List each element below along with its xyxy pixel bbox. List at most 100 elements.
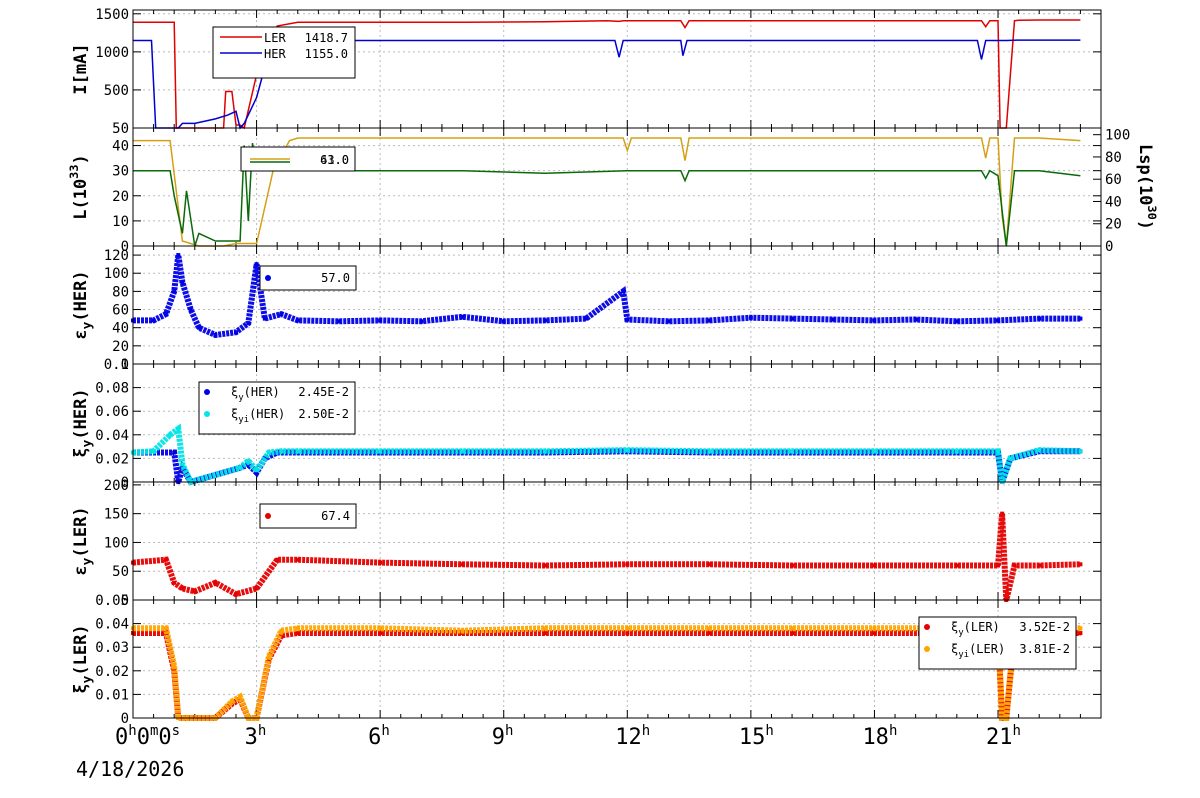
ylabel-xi_her: ξy(HER) — [71, 388, 95, 457]
data-point — [625, 317, 630, 322]
ytick-label: 50 — [112, 564, 129, 580]
legend-value: 57.0 — [321, 271, 350, 285]
data-point — [621, 289, 626, 294]
data-point — [295, 626, 300, 631]
data-point — [180, 280, 185, 285]
data-point — [707, 318, 712, 323]
legend-value: 2.50E-2 — [298, 407, 349, 421]
data-point — [254, 586, 259, 591]
data-point — [625, 626, 630, 631]
ytick-label: 0.02 — [95, 451, 129, 467]
series-band-ξy(HER) — [133, 448, 1081, 486]
ytick-label: 20 — [112, 339, 129, 355]
data-point — [707, 631, 712, 636]
data-point — [1078, 316, 1083, 321]
data-point — [460, 449, 465, 454]
data-point — [542, 318, 547, 323]
data-point — [262, 316, 267, 321]
legend-value: 3.52E-2 — [1019, 620, 1070, 634]
data-point — [151, 449, 156, 454]
data-point — [1078, 449, 1083, 454]
data-point — [246, 321, 251, 326]
legend-swatch — [924, 624, 930, 630]
ytick-label: 1500 — [95, 7, 129, 23]
ytick-label: 0.01 — [95, 687, 129, 703]
panel-luminosity: 0 10 20 30 40 L(1033) 0 20 40 60 80 100 Lsp(1030) 63.… — [67, 127, 1159, 255]
data-point — [176, 253, 181, 258]
ytick-label: 0.06 — [95, 404, 129, 420]
date-label: 4/18/2026 — [76, 757, 184, 781]
y2tick-label: 20 — [1105, 217, 1122, 233]
ytick-label: 50 — [112, 121, 129, 137]
data-point — [279, 449, 284, 454]
data-point — [196, 325, 201, 330]
ylabel-emit_her: εy(HER) — [71, 270, 95, 339]
data-point — [151, 318, 156, 323]
data-point — [872, 631, 877, 636]
data-point — [1078, 626, 1083, 631]
data-point — [279, 312, 284, 317]
legend-value: 2.45E-2 — [298, 385, 349, 399]
legend-box — [259, 503, 357, 529]
legend-swatch — [265, 513, 271, 519]
data-point — [238, 694, 243, 699]
ytick-label: 150 — [104, 507, 129, 523]
legend-swatch — [924, 646, 930, 652]
data-point — [790, 631, 795, 636]
data-point — [295, 631, 300, 636]
xtick-label: 0h0m0s — [115, 723, 180, 750]
data-point — [790, 316, 795, 321]
ylabel-xi_ler-text: ξy(LER) — [71, 624, 95, 693]
legend-value: 41.0 — [320, 153, 349, 167]
data-point — [1078, 631, 1083, 636]
ylabel-current-text: I[mA] — [71, 43, 91, 94]
ytick-label: 0.02 — [95, 664, 129, 680]
data-point — [378, 449, 383, 454]
data-point — [378, 626, 383, 631]
y2label-luminosity: Lsp(1030) — [1135, 144, 1159, 230]
legend-value: 1155.0 — [305, 47, 348, 61]
ylabel-emit_ler-text: εy(LER) — [71, 506, 95, 575]
series-line-HER — [133, 39, 1081, 130]
data-point — [229, 699, 234, 704]
data-point — [996, 318, 1001, 323]
ytick-label: 1000 — [95, 45, 129, 61]
panel-xi_her: 0 0.02 0.04 0.06 0.08 0.1 ξy(HER) ξy(HER) 2.45E-… — [71, 357, 1102, 491]
data-point — [790, 449, 795, 454]
data-point — [172, 664, 177, 669]
legend-swatch — [265, 275, 271, 281]
data-point — [913, 317, 918, 322]
ylabel-luminosity: L(1033) — [67, 154, 91, 220]
data-point — [163, 626, 168, 631]
ylabel-current: I[mA] — [71, 43, 91, 94]
data-point — [1037, 448, 1042, 453]
xtick-label: 9h — [492, 723, 514, 750]
data-point — [172, 450, 177, 455]
x-axis: 0h0m0s 3h 6h 9h 12h 15h 18h 21h — [115, 723, 1021, 750]
ylabel-xi_her-text: ξy(HER) — [71, 388, 95, 457]
panel-emit_her: 0 20 40 60 80 100 120 εy(HER) 57.0 — [71, 245, 1102, 373]
data-point — [295, 318, 300, 323]
ytick-label: 0 — [121, 475, 129, 491]
data-point — [163, 557, 168, 562]
data-point — [872, 318, 877, 323]
xtick-label: 3h — [245, 723, 267, 750]
data-point — [176, 426, 181, 431]
data-point — [188, 307, 193, 312]
data-point — [831, 317, 836, 322]
data-point — [279, 633, 284, 638]
legend-box — [918, 616, 1077, 670]
data-point — [954, 319, 959, 324]
data-point — [542, 449, 547, 454]
data-point — [238, 465, 243, 470]
data-point — [233, 592, 238, 597]
ylabel-xi_ler: ξy(LER) — [71, 624, 95, 693]
ytick-label: 500 — [104, 83, 129, 99]
xtick-label: 15h — [739, 723, 774, 750]
data-point — [666, 319, 671, 324]
legend-value: 1418.7 — [305, 31, 348, 45]
data-point — [1037, 316, 1042, 321]
data-point — [180, 462, 185, 467]
y2tick-label: 80 — [1105, 150, 1122, 166]
